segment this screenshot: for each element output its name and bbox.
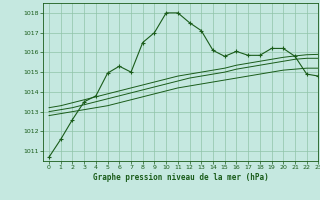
X-axis label: Graphe pression niveau de la mer (hPa): Graphe pression niveau de la mer (hPa)	[93, 173, 269, 182]
